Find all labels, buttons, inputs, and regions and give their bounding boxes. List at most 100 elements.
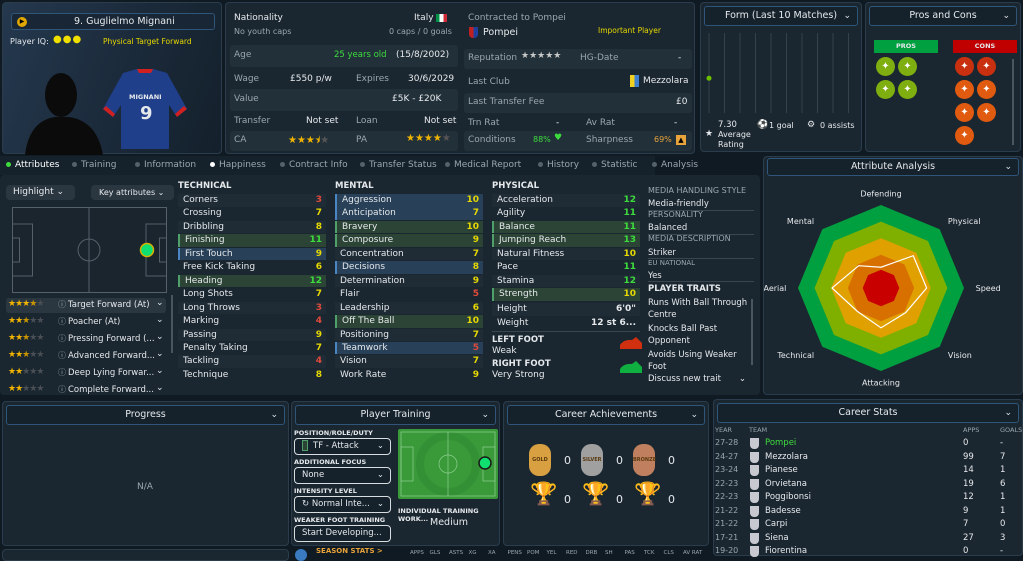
role-row[interactable]: ★★★★★ ⓘ Target Forward (At) ⌄ — [6, 298, 166, 313]
attribute-row[interactable]: Decisions 8 — [335, 261, 483, 274]
role-row[interactable]: ★★★★★ ⓘ Pressing Forward (... ⌄ — [6, 332, 166, 347]
attribute-row[interactable]: Positioning 7 — [335, 328, 483, 341]
cons-scrollbar[interactable] — [1012, 59, 1014, 145]
career-row[interactable]: 21-22 Badesse 9 1 — [714, 505, 1022, 518]
tab-medical-report[interactable]: Medical Report — [445, 160, 521, 170]
chevron-down-icon[interactable]: ⌄ — [156, 298, 164, 308]
arrows-icon[interactable]: ✦ — [977, 103, 996, 122]
player-name-bar[interactable]: ▶ 9. Guglielmo Mignani — [11, 13, 215, 30]
info-icon[interactable]: ⓘ — [58, 368, 66, 377]
attribute-row[interactable]: Crossing 7 — [178, 207, 326, 220]
career-team[interactable]: Siena — [765, 532, 789, 543]
season-stat-header[interactable]: XG — [468, 550, 477, 556]
career-row[interactable]: 22-23 Poggibonsi 12 1 — [714, 491, 1022, 504]
intensity-dropdown[interactable]: ↻ Normal Inte... ⌄ — [294, 496, 391, 513]
attribute-row[interactable]: Concentration 7 — [335, 247, 483, 261]
season-stat-header[interactable]: YEL — [546, 550, 557, 556]
weaker-foot-button[interactable]: Start Developing... — [294, 525, 391, 542]
career-header[interactable]: TEAM — [749, 426, 768, 434]
attribute-row[interactable]: Penalty Taking 7 — [178, 342, 326, 355]
player-training-header[interactable]: Player Training ⌄ — [295, 405, 496, 425]
career-team[interactable]: Fiorentina — [765, 546, 808, 556]
career-team[interactable]: Carpi — [765, 519, 788, 529]
attribute-row[interactable]: Teamwork 5 — [335, 341, 483, 355]
career-row[interactable]: 21-22 Carpi 7 0 — [714, 518, 1022, 531]
info-icon[interactable]: ⓘ — [58, 334, 66, 343]
target-icon[interactable]: ✦ — [977, 80, 996, 99]
career-team[interactable]: Pompei — [765, 438, 797, 448]
form-header[interactable]: Form (Last 10 Matches) ⌄ — [704, 6, 858, 26]
traits-scrollbar[interactable] — [751, 299, 753, 365]
spring-icon[interactable]: ✦ — [898, 80, 917, 99]
attribute-row[interactable]: Work Rate 9 — [335, 369, 483, 382]
role-row[interactable]: ★★★★★ ⓘ Advanced Forward... ⌄ — [6, 349, 166, 364]
attribute-row[interactable]: Long Shots 7 — [178, 288, 326, 301]
career-team[interactable]: Orvietana — [765, 478, 807, 489]
attribute-row[interactable]: Tackling 4 — [178, 355, 326, 368]
attribute-row[interactable]: Bravery 10 — [335, 220, 483, 234]
attribute-analysis-header[interactable]: Attribute Analysis ⌄ — [767, 158, 1019, 176]
flask-icon[interactable]: ✦ — [955, 103, 974, 122]
season-stat-header[interactable]: GLS — [429, 550, 441, 556]
link-icon[interactable]: ✦ — [876, 80, 895, 99]
career-stats-header[interactable]: Career Stats ⌄ — [717, 403, 1019, 423]
season-stat-header[interactable]: POM — [527, 550, 540, 556]
season-stat-header[interactable]: AV RAT — [683, 550, 703, 556]
position-role-dropdown[interactable]: TF - Attack ⌄ — [294, 438, 391, 455]
career-header[interactable]: YEAR — [715, 426, 733, 434]
attribute-row[interactable]: Agility 11 — [492, 207, 640, 220]
attribute-row[interactable]: Stamina 12 — [492, 274, 640, 288]
season-stat-header[interactable]: DRB — [585, 550, 598, 556]
tab-analysis[interactable]: Analysis — [652, 160, 698, 170]
attribute-row[interactable]: Corners 3 — [178, 194, 326, 207]
chevron-down-icon[interactable]: ⌄ — [156, 383, 164, 393]
attribute-row[interactable]: Aggression 10 — [335, 194, 483, 207]
role-row[interactable]: ★★★★★ ⓘ Deep Lying Forwar... ⌄ — [6, 366, 166, 381]
attribute-row[interactable]: Acceleration 12 — [492, 194, 640, 207]
cone-icon[interactable]: ✦ — [955, 126, 974, 145]
syringe-icon[interactable]: ✦ — [955, 57, 974, 76]
discuss-trait-button[interactable]: Discuss new trait ⌄ — [648, 374, 748, 384]
attribute-row[interactable]: Free Kick Taking 6 — [178, 261, 326, 274]
chevron-down-icon[interactable]: ⌄ — [156, 366, 164, 376]
tab-statistic[interactable]: Statistic — [592, 160, 637, 170]
key-attributes-dropdown[interactable]: Key attributes ⌄ — [91, 185, 174, 200]
star-icon[interactable]: ✦ — [977, 57, 996, 76]
tab-happiness[interactable]: Happiness — [210, 160, 266, 170]
attribute-row[interactable]: Vision 7 — [335, 355, 483, 368]
career-team[interactable]: Mezzolara — [765, 451, 808, 462]
trending-up-icon[interactable]: ✦ — [876, 57, 895, 76]
career-header[interactable]: GOALS — [1000, 426, 1023, 434]
attribute-row[interactable]: Anticipation 7 — [335, 207, 483, 220]
role-row[interactable]: ★★★★★ ⓘ Complete Forward... ⌄ — [6, 383, 166, 398]
tab-attributes[interactable]: Attributes — [6, 160, 59, 170]
tab-transfer-status[interactable]: Transfer Status — [360, 160, 437, 170]
tab-information[interactable]: Information — [135, 160, 196, 170]
season-stat-header[interactable]: TCK — [644, 550, 655, 556]
career-row[interactable]: 17-21 Siena 27 3 — [714, 532, 1022, 545]
attribute-row[interactable]: Balance 11 — [492, 220, 640, 234]
career-header[interactable]: APPS — [963, 426, 980, 434]
attribute-row[interactable]: Determination 9 — [335, 274, 483, 288]
brain-icon[interactable]: ✦ — [898, 57, 917, 76]
additional-focus-dropdown[interactable]: None ⌄ — [294, 467, 391, 484]
attribute-row[interactable]: Flair 5 — [335, 288, 483, 301]
attribute-row[interactable]: Off The Ball 10 — [335, 315, 483, 328]
career-team[interactable]: Badesse — [765, 505, 801, 516]
season-stat-header[interactable]: PENS — [507, 550, 522, 556]
season-stat-header[interactable]: CLS — [663, 550, 674, 556]
info-icon[interactable]: ⓘ — [58, 300, 66, 309]
tab-training[interactable]: Training — [72, 160, 117, 170]
attribute-row[interactable]: Leadership 6 — [335, 301, 483, 315]
career-row[interactable]: 27-28 Pompei 0 - — [714, 437, 1022, 450]
info-icon[interactable]: ⓘ — [58, 317, 66, 326]
info-icon[interactable]: ⓘ — [58, 385, 66, 394]
attribute-row[interactable]: Jumping Reach 13 — [492, 234, 640, 247]
attribute-row[interactable]: Dribbling 8 — [178, 220, 326, 234]
attribute-row[interactable]: Natural Fitness 10 — [492, 247, 640, 261]
season-stat-header[interactable]: PAS — [624, 550, 635, 556]
attribute-row[interactable]: Pace 11 — [492, 261, 640, 274]
attribute-row[interactable]: Composure 9 — [335, 234, 483, 247]
attribute-row[interactable]: Marking 4 — [178, 315, 326, 328]
season-stat-header[interactable]: APPS — [410, 550, 424, 556]
